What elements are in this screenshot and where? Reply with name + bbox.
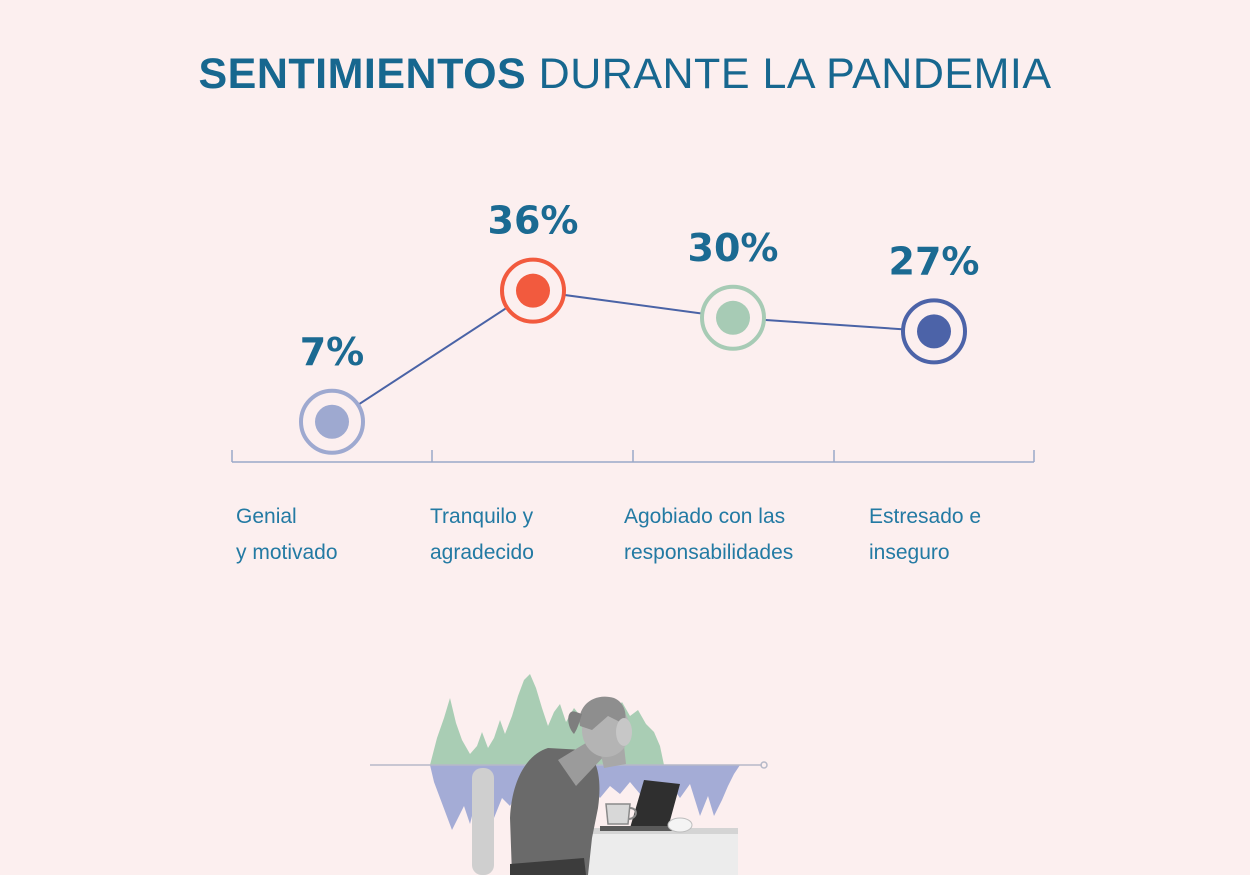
- data-point: [700, 284, 766, 351]
- data-point: [299, 388, 365, 455]
- data-point-dot: [516, 273, 550, 308]
- data-point: [500, 257, 566, 324]
- page-title: SENTIMIENTOS DURANTE LA PANDEMIA: [0, 44, 1250, 104]
- category-label-2: Tranquilo y agradecido: [430, 505, 534, 564]
- data-label: 7%: [300, 330, 365, 374]
- cup: [605, 803, 631, 825]
- data-points: [299, 257, 967, 455]
- data-label: 27%: [889, 239, 980, 283]
- category-label-3: Agobiado con las responsabilidades: [624, 505, 794, 564]
- title-light: DURANTE LA PANDEMIA: [538, 50, 1052, 98]
- category-label-4: Estresado e inseguro: [869, 505, 982, 564]
- chair-back: [472, 768, 494, 875]
- data-point-dot: [716, 300, 750, 335]
- blue-wave-shape: [430, 765, 740, 830]
- data-label: 36%: [488, 199, 579, 243]
- woman-hand: [616, 718, 632, 746]
- title-strong: SENTIMIENTOS: [198, 50, 527, 98]
- line-chart: 7% 36% 30% 27%: [231, 199, 1035, 463]
- desk: [580, 832, 738, 875]
- woman-hair: [579, 696, 626, 730]
- series-line: [331, 289, 935, 423]
- data-point-dot: [315, 404, 349, 439]
- desk-object: [667, 817, 693, 833]
- category-label-1: Genial y motivado: [236, 505, 338, 564]
- woman-legs: [510, 858, 586, 875]
- woman-ponytail: [568, 711, 582, 734]
- data-point: [901, 298, 967, 365]
- stressed-woman-illustration: [370, 674, 768, 875]
- laptop: [630, 780, 680, 828]
- laptop-base: [600, 826, 672, 831]
- series-line-layer: [331, 289, 935, 423]
- data-label: 30%: [688, 226, 779, 270]
- data-labels: 7% 36% 30% 27%: [300, 199, 980, 374]
- baseline-end-dot: [760, 761, 768, 769]
- data-point-dot: [917, 314, 951, 349]
- cup-handle: [628, 807, 637, 820]
- x-axis: [231, 450, 1035, 463]
